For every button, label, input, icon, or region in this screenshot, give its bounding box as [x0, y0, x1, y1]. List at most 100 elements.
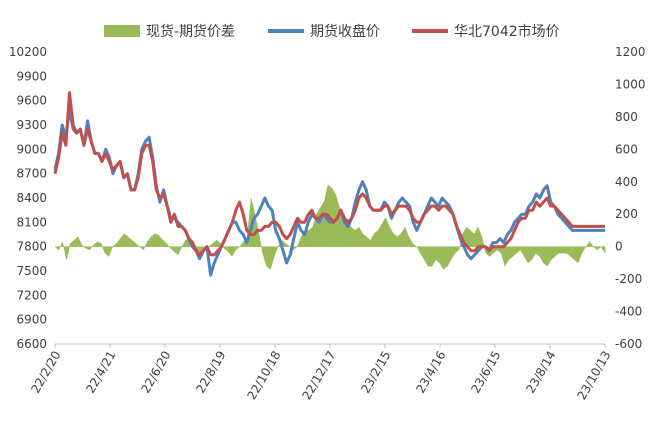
spread-area-segment: [385, 217, 390, 247]
spread-area-segment: [262, 246, 267, 267]
spread-area-segment: [58, 241, 63, 251]
spread-area-segment: [296, 236, 302, 247]
spread-area-segment: [570, 246, 575, 261]
legend: 现货-期货价差 期货收盘价 华北7042市场价: [104, 23, 560, 40]
spread-area-segment: [454, 246, 460, 254]
spread-area-segment: [547, 246, 552, 268]
spread-area-segment: [577, 246, 583, 263]
spread-area-segment: [550, 246, 556, 261]
spread-area-segment: [143, 241, 148, 251]
right-axis: 1200 1000 800 600 400 200 0 -200 -400 -600: [615, 45, 646, 351]
legend-label: 华北7042市场价: [454, 23, 560, 40]
spread-area-segment: [320, 200, 325, 247]
right-tick-label: 600: [615, 142, 638, 156]
spread-area-segment: [573, 246, 579, 264]
spread-area-segment: [258, 233, 263, 254]
spread-area-segment: [543, 246, 548, 267]
spread-area-segment: [112, 242, 117, 247]
spread-area-segment: [135, 242, 141, 247]
spread-area-segment: [477, 227, 483, 247]
spread-area-segment: [397, 233, 402, 247]
left-tick-label: 10200: [9, 45, 47, 59]
spread-area-segment: [562, 246, 567, 254]
x-tick-label: 22/6/20: [138, 349, 173, 396]
right-tick-label: -400: [615, 305, 642, 319]
spread-area-segment: [70, 239, 75, 247]
spread-area-segment: [358, 226, 363, 247]
spread-area-segment: [239, 241, 244, 247]
left-tick-label: 9300: [16, 118, 47, 132]
spread-area-segment: [412, 242, 418, 247]
left-axis: 10200 9900 9600 9300 9000 8700 8400 8100 7800 750…: [9, 45, 47, 351]
spread-area-segment: [393, 233, 398, 247]
spread-area-segment: [131, 239, 137, 247]
spread-area-segment: [581, 246, 587, 255]
spread-area-segment: [158, 234, 163, 247]
spread-area-segment: [408, 236, 413, 247]
spread-area-segment: [416, 246, 421, 255]
spread-area-segment: [504, 246, 510, 268]
spread-area-segment: [373, 229, 379, 247]
spread-area-segment: [512, 246, 517, 257]
spread-area-segment: [162, 239, 167, 247]
spread-area-segment: [585, 241, 590, 247]
spread-area-segment: [208, 242, 213, 247]
x-tick-label: 22/4/21: [83, 349, 118, 396]
left-tick-label: 6900: [16, 313, 47, 327]
spread-area-segment: [181, 239, 187, 247]
right-tick-label: 400: [615, 175, 638, 189]
left-tick-label: 9900: [16, 69, 47, 83]
spread-area-segment: [520, 246, 525, 258]
spread-area-segment: [270, 246, 275, 270]
spread-area-segment: [423, 246, 429, 268]
right-tick-label: 1200: [615, 45, 646, 59]
spot-price-line: [53, 91, 605, 257]
spread-area-segment: [331, 187, 337, 247]
futures-close-line: [53, 107, 605, 277]
spread-area-segment: [62, 241, 67, 260]
spread-area-segment: [150, 233, 156, 247]
plot-area: [53, 91, 606, 277]
spread-area-segment: [212, 239, 217, 247]
x-tick-label: 23/4/16: [413, 349, 448, 396]
spread-area-segment: [527, 246, 533, 264]
spread-area-segment: [108, 246, 114, 257]
spread-area-segment: [531, 246, 537, 261]
x-tick-label: 23/6/15: [468, 349, 503, 396]
spread-area-segment: [435, 246, 440, 264]
x-tick-label: 22/8/19: [193, 349, 228, 396]
legend-label: 期货收盘价: [310, 23, 380, 40]
spread-area-segment: [597, 246, 602, 251]
left-tick-label: 7800: [16, 240, 47, 254]
spread-area-segment: [377, 223, 383, 247]
spread-area-segment: [404, 227, 410, 247]
left-tick-label: 6600: [16, 337, 47, 351]
spread-area-segment: [470, 229, 475, 247]
x-tick-label: 23/10/13: [575, 349, 614, 403]
spread-area-segment: [81, 244, 87, 249]
spread-area-segment: [535, 246, 540, 257]
spread-area-segment: [54, 246, 60, 251]
spread-area-segment: [400, 226, 406, 247]
left-tick-label: 8100: [16, 215, 47, 229]
spread-area-segment: [285, 242, 291, 247]
spread-area-segment: [500, 246, 506, 267]
legend-label: 现货-期货价差: [146, 23, 235, 40]
spread-area-segment: [420, 246, 425, 261]
x-axis: 22/2/20 22/4/21 22/6/20 22/8/19 22/10/18 22/1…: [28, 343, 614, 403]
spread-area-segment: [431, 246, 437, 268]
right-tick-label: -200: [615, 272, 642, 286]
spread-area-segment: [473, 226, 479, 247]
spread-area-segment: [308, 226, 313, 247]
spread-area-segment: [77, 236, 83, 247]
spread-area-segment: [227, 246, 233, 258]
spread-area-segment: [177, 246, 183, 255]
right-tick-label: 0: [615, 240, 623, 254]
left-tick-label: 7500: [16, 264, 47, 278]
left-tick-label: 9000: [16, 142, 47, 156]
spread-area-segment: [100, 243, 106, 254]
spread-area-segment: [170, 246, 175, 253]
spread-area-segment: [558, 246, 563, 254]
spread-area-segment: [539, 246, 544, 264]
spread-area-segment: [138, 246, 144, 251]
